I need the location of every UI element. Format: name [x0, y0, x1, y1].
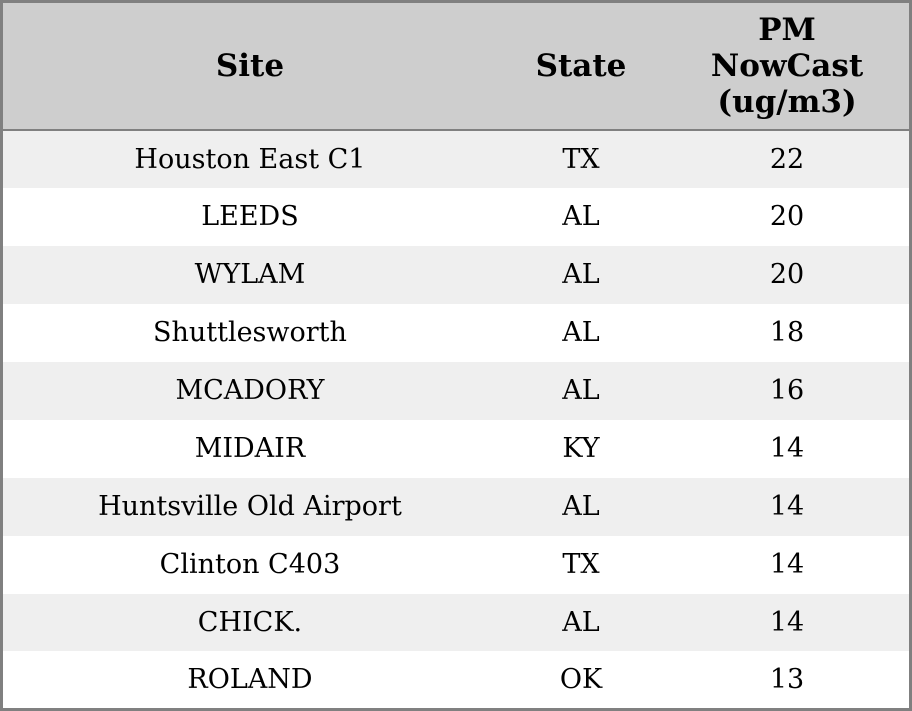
- table-row: MIDAIR KY 14: [1, 419, 911, 478]
- table-row: Huntsville Old Airport AL 14: [1, 477, 911, 536]
- cell-pm-nowcast: 22: [769, 143, 805, 175]
- cell-pm-nowcast: 20: [769, 259, 805, 291]
- table-row: ROLAND OK 13: [1, 651, 911, 710]
- cell-pm-nowcast: 14: [769, 491, 805, 523]
- header-row: Site State PM NowCast (ug/m3): [1, 1, 911, 131]
- column-header-pm-nowcast: PM NowCast (ug/m3): [665, 1, 911, 131]
- table-row: Clinton C403 TX 14: [1, 535, 911, 594]
- cell-pm-nowcast: 13: [769, 664, 805, 696]
- cell-pm-nowcast: 20: [769, 201, 805, 233]
- table-row: Shuttlesworth AL 18: [1, 303, 911, 362]
- cell-pm-nowcast: 18: [769, 317, 805, 349]
- column-header-state: State: [496, 1, 666, 131]
- cell-state: TX: [562, 143, 600, 175]
- cell-pm-nowcast: 14: [769, 549, 805, 581]
- table-header: Site State PM NowCast (ug/m3): [1, 1, 911, 131]
- cell-state: AL: [562, 201, 600, 233]
- cell-state: AL: [562, 491, 600, 523]
- cell-site: MCADORY: [175, 375, 325, 407]
- cell-state: KY: [562, 433, 600, 465]
- cell-site: Clinton C403: [159, 549, 341, 581]
- cell-site: Huntsville Old Airport: [98, 491, 402, 523]
- cell-pm-nowcast: 16: [769, 375, 805, 407]
- cell-pm-nowcast: 14: [769, 606, 805, 638]
- cell-site: Houston East C1: [134, 143, 366, 175]
- cell-state: AL: [562, 606, 600, 638]
- column-header-site: Site: [1, 1, 497, 131]
- table-body: Houston East C1 TX 22 LEEDS AL 20 WYLAM AL 20 Shu…: [1, 130, 911, 710]
- cell-state: TX: [562, 549, 600, 581]
- cell-site: Shuttlesworth: [152, 317, 347, 349]
- cell-site: CHICK.: [197, 606, 303, 638]
- cell-state: OK: [559, 664, 603, 696]
- cell-pm-nowcast: 14: [769, 433, 805, 465]
- table-row: WYLAM AL 20: [1, 245, 911, 304]
- cell-site: LEEDS: [201, 201, 299, 233]
- table-row: CHICK. AL 14: [1, 593, 911, 652]
- table-row: Houston East C1 TX 22: [1, 130, 911, 188]
- table-row: LEEDS AL 20: [1, 187, 911, 246]
- cell-site: WYLAM: [194, 259, 306, 291]
- cell-site: MIDAIR: [194, 433, 306, 465]
- cell-state: AL: [562, 317, 600, 349]
- cell-site: ROLAND: [187, 664, 313, 696]
- cell-state: AL: [562, 375, 600, 407]
- table-row: MCADORY AL 16: [1, 361, 911, 420]
- cell-state: AL: [562, 259, 600, 291]
